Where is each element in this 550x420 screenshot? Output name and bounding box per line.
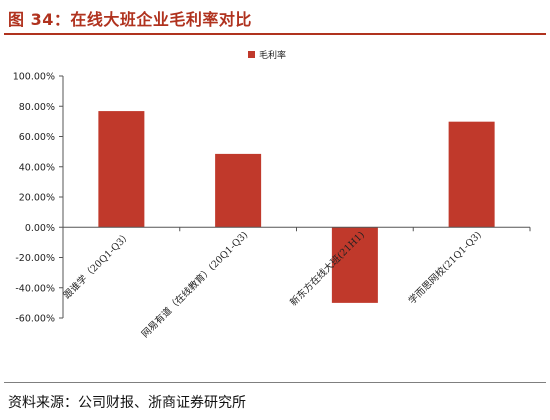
- x-tick-label: 网易有道（在线教育）(20Q1-Q3): [139, 229, 250, 340]
- y-tick-label: 60.00%: [19, 132, 55, 143]
- y-tick-label: 80.00%: [19, 102, 55, 113]
- legend: 毛利率: [248, 49, 286, 61]
- bar: [215, 153, 262, 228]
- source-note: 资料来源：公司财报、浙商证券研究所: [8, 395, 246, 411]
- y-tick-label: 40.00%: [19, 162, 55, 173]
- y-tick-label: -40.00%: [15, 283, 55, 294]
- y-tick-label: 0.00%: [25, 223, 55, 234]
- bar-chart: 毛利率 -60.00% -40.00% -20.00% 0.00% 20.00% 40.00…: [13, 49, 531, 340]
- source-divider: [4, 382, 546, 383]
- x-tick-label: 跟谁学（20Q1-Q3）: [61, 229, 133, 301]
- y-tick-label: 100.00%: [13, 72, 55, 83]
- y-tick-label: 20.00%: [19, 193, 55, 204]
- y-tick-label: -20.00%: [15, 253, 55, 264]
- legend-swatch: [248, 51, 255, 58]
- bar: [448, 121, 495, 228]
- chart-area: 毛利率 -60.00% -40.00% -20.00% 0.00% 20.00% 40.00…: [0, 36, 550, 380]
- figure-title: 图 34：在线大班企业毛利率对比: [8, 10, 252, 29]
- x-tick-label: 学而思网校(21Q1-Q3): [406, 229, 484, 307]
- y-tick-label: -60.00%: [15, 314, 55, 325]
- title-divider: [4, 33, 546, 35]
- bar: [98, 111, 145, 228]
- legend-label: 毛利率: [259, 49, 286, 61]
- bar: [331, 227, 378, 303]
